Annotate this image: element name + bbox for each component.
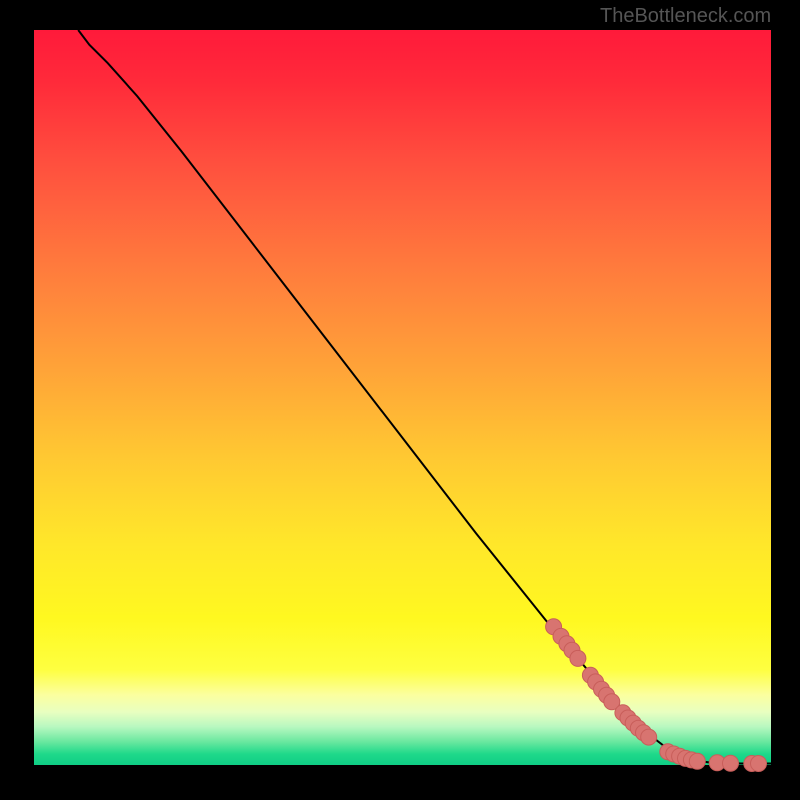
data-marker [570, 650, 586, 666]
watermark-text: TheBottleneck.com [600, 5, 771, 28]
data-marker [723, 755, 739, 771]
data-marker [689, 753, 705, 769]
chart-frame: TheBottleneck.com [0, 0, 800, 800]
data-marker [641, 729, 657, 745]
chart-svg [0, 0, 800, 800]
data-marker [751, 756, 767, 772]
gradient-rect [34, 30, 771, 765]
